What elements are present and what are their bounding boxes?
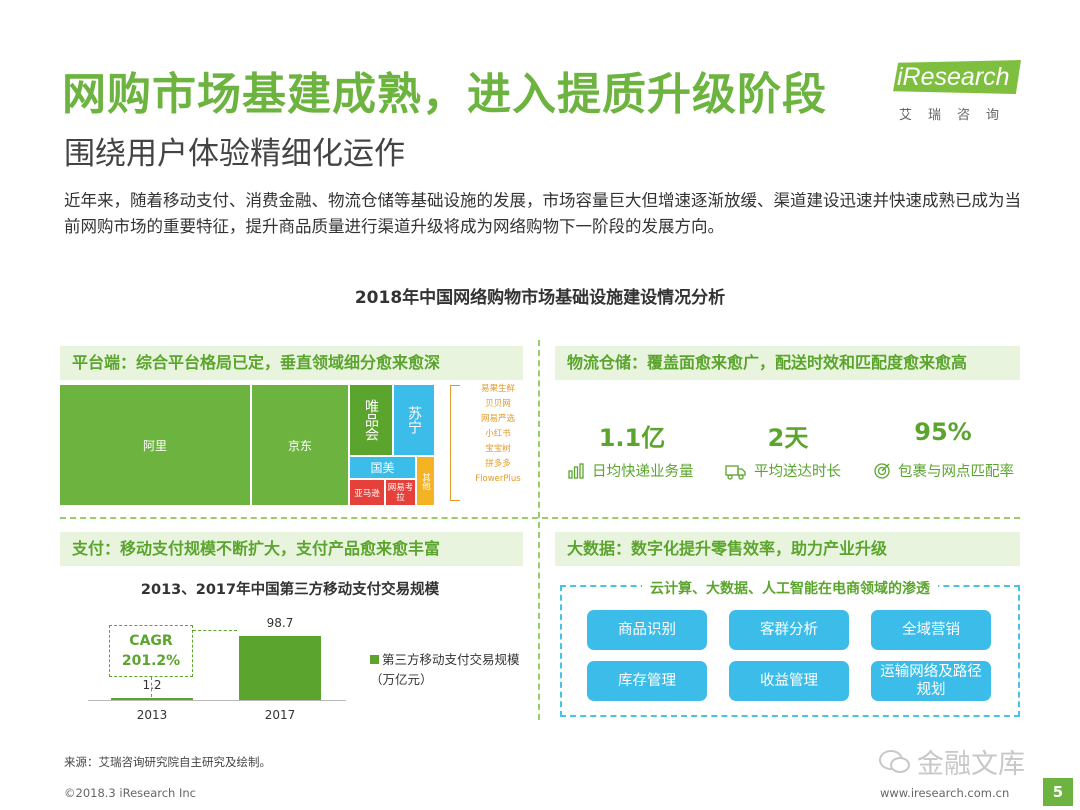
- bigdata-header: 大数据：数字化提升零售效率，助力产业升级: [555, 532, 1020, 566]
- treemap-gome-label: 国美: [370, 461, 395, 475]
- bigdata-caption-text: 云计算、大数据、人工智能在电商领域的渗透: [642, 581, 938, 597]
- logo-badge: [893, 60, 1021, 94]
- stat-label-match-text: 包裹与网点匹配率: [898, 464, 1014, 480]
- stat-daily-parcels: 1.1亿: [598, 424, 666, 452]
- tag-product-recognition: 商品识别: [587, 610, 707, 650]
- treemap-amazon: 亚马逊: [350, 480, 384, 505]
- delivery-truck-icon: [725, 464, 746, 480]
- cagr-value: 201.2%: [121, 653, 181, 669]
- platform-header: 平台端：综合平台格局已定，垂直领域细分愈来愈深: [60, 346, 523, 380]
- source-note: 来源：艾瑞咨询研究院自主研究及绘制。: [64, 755, 271, 769]
- vertical-item: 小红书: [485, 429, 511, 439]
- treemap-jd-label: 京东: [287, 438, 312, 453]
- wechat-icon: [879, 749, 910, 773]
- watermark: 金融文库: [878, 742, 1025, 781]
- intro-paragraph: 近年来，随着移动支付、消费金融、物流仓储等基础设施的发展，市场容量巨大但增速逐渐…: [64, 191, 1021, 236]
- treemap-netease-kaola-label: 网易考拉: [387, 482, 414, 503]
- cagr-connector: [151, 677, 152, 697]
- cagr-box: CAGR 201.2%: [109, 625, 193, 677]
- iresearch-logo: iResearch 艾瑞咨询: [893, 60, 1033, 124]
- bar-2013: [111, 698, 193, 700]
- bar-2017: [239, 636, 321, 700]
- payment-chart-title: 2013、2017年中国第三方移动支付交易规模: [140, 582, 440, 598]
- target-icon: [874, 462, 890, 479]
- page-title: 网购市场基建成熟，进入提质升级阶段: [62, 69, 827, 120]
- treemap-vip: 唯品会: [350, 385, 392, 455]
- treemap-other-label: 其他: [420, 472, 431, 490]
- treemap-suning: 苏宁: [394, 385, 434, 455]
- logo-text: iResearch: [897, 63, 1010, 91]
- vertical-item: 宝宝树: [485, 444, 511, 454]
- payment-header: 支付：移动支付规模不断扩大，支付产品愈来愈丰富: [60, 532, 523, 566]
- cagr-connector-right: [193, 630, 237, 631]
- treemap-vip-label: 唯品会: [363, 399, 379, 441]
- treemap-amazon-label: 亚马逊: [354, 488, 380, 499]
- bar-value-label: 98.7: [266, 616, 294, 630]
- tag-customer-analysis: 客群分析: [729, 610, 849, 650]
- vertical-divider: [538, 340, 540, 720]
- vertical-item: FlowerPlus: [475, 474, 521, 484]
- vertical-item: 拼多多: [485, 459, 511, 469]
- treemap-gome: 国美: [350, 457, 415, 478]
- logistics-header: 物流仓储：覆盖面愈来愈广，配送时效和匹配度愈来愈高: [555, 346, 1020, 380]
- vertical-list-bracket: [450, 385, 460, 501]
- x-tick-label: 2013: [136, 708, 168, 722]
- vertical-item: 贝贝网: [485, 399, 511, 409]
- stat-delivery-time: 2天: [767, 424, 809, 452]
- treemap-netease-kaola: 网易考拉: [386, 480, 415, 505]
- x-tick-label: 2017: [264, 708, 296, 722]
- watermark-text: 金融文库: [917, 749, 1025, 780]
- stat-label-match: 包裹与网点匹配率: [873, 460, 1014, 481]
- page-subtitle: 围绕用户体验精细化运作: [64, 136, 405, 172]
- bar-value-label: 1.2: [142, 678, 162, 692]
- copyright: ©2018.3 iResearch Inc: [64, 786, 196, 800]
- chart-baseline: [88, 700, 346, 701]
- legend-label: 第三方移动支付交易规模（万亿元）: [370, 652, 520, 687]
- vertical-item: 易果生鲜: [480, 384, 515, 394]
- tag-revenue-management: 收益管理: [729, 661, 849, 701]
- tag-inventory-management: 库存管理: [587, 661, 707, 701]
- bar-chart-icon: [568, 462, 584, 479]
- page-number: 5: [1043, 778, 1073, 806]
- tag-transport-network: 运输网络及路径规划: [871, 661, 991, 701]
- website-url: www.iresearch.com.cn: [880, 786, 1010, 800]
- logo-cn-text: 艾瑞咨询: [899, 108, 1016, 123]
- treemap-suning-label: 苏宁: [406, 406, 422, 434]
- legend-swatch: [370, 655, 379, 664]
- stat-label-delivery-text: 平均送达时长: [754, 464, 841, 480]
- stat-label-delivery: 平均送达时长: [725, 460, 841, 481]
- stat-label-parcels-text: 日均快递业务量: [592, 464, 694, 480]
- treemap-jd: 京东: [252, 385, 348, 505]
- infographic-title: 2018年中国网络购物市场基础设施建设情况分析: [354, 288, 726, 308]
- tag-omni-marketing: 全域营销: [871, 610, 991, 650]
- cagr-label: CAGR: [129, 633, 173, 649]
- bigdata-caption: 云计算、大数据、人工智能在电商领域的渗透: [560, 578, 1020, 598]
- vertical-platform-list: 易果生鲜 贝贝网 网易严选 小红书 宝宝树 拼多多 FlowerPlus: [458, 382, 538, 502]
- treemap-ali: 阿里: [60, 385, 250, 505]
- treemap-ali-label: 阿里: [142, 438, 167, 453]
- vertical-item: 网易严选: [480, 414, 515, 424]
- stat-label-parcels: 日均快递业务量: [567, 460, 694, 481]
- chart-legend: 第三方移动支付交易规模（万亿元）: [370, 650, 520, 690]
- treemap-other: 其他: [417, 457, 434, 505]
- horizontal-divider: [60, 517, 1020, 519]
- stat-match-rate: 95%: [914, 418, 972, 446]
